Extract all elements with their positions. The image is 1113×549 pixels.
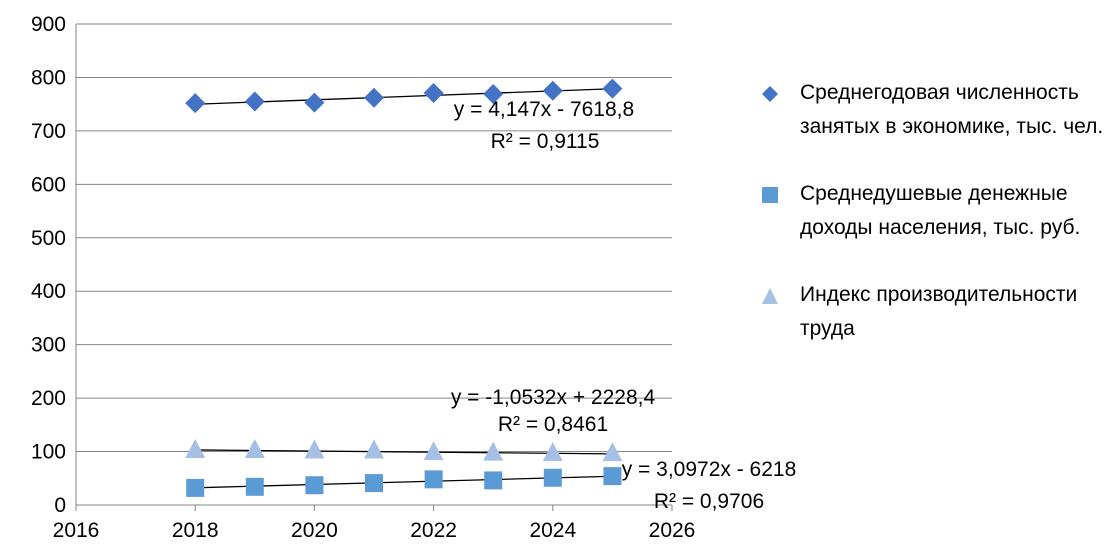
trendline-equation-1: y = 3,0972x - 6218 bbox=[622, 458, 797, 481]
y-tick-label-300: 300 bbox=[31, 334, 66, 357]
trendline-r2-0: R² = 0,9115 bbox=[491, 130, 600, 153]
point-triangle-2023 bbox=[483, 441, 504, 461]
legend: Среднегодовая численность занятых в экон… bbox=[760, 76, 1110, 346]
point-diamond-2021 bbox=[364, 87, 384, 108]
point-square-2023 bbox=[484, 471, 503, 490]
point-triangle-2020 bbox=[304, 439, 325, 459]
trendline-1 bbox=[195, 475, 613, 489]
y-tick-label-700: 700 bbox=[31, 120, 66, 143]
point-diamond-2022 bbox=[423, 82, 444, 103]
trendline-equation-0: y = 4,147x - 7618,8 bbox=[454, 98, 634, 121]
trendline-0 bbox=[195, 88, 613, 105]
y-tick-label-400: 400 bbox=[31, 280, 66, 303]
y-tick-label-0: 0 bbox=[54, 494, 66, 517]
trendline-r2-2: R² = 0,8461 bbox=[498, 413, 608, 436]
point-diamond-2025 bbox=[602, 78, 623, 99]
diamond-marker-icon bbox=[762, 86, 778, 102]
x-tick-label-2020: 2020 bbox=[291, 519, 338, 542]
point-triangle-2018 bbox=[185, 438, 206, 458]
point-diamond-2020 bbox=[304, 92, 325, 113]
point-square-2020 bbox=[305, 476, 324, 495]
legend-item-employment: Среднегодовая численность занятых в экон… bbox=[760, 76, 1110, 144]
point-diamond-2019 bbox=[244, 91, 265, 112]
x-tick-label-2018: 2018 bbox=[172, 519, 219, 542]
square-marker-icon bbox=[762, 187, 778, 203]
point-triangle-2021 bbox=[364, 439, 384, 459]
point-square-2019 bbox=[245, 477, 264, 496]
point-triangle-2025 bbox=[602, 442, 623, 462]
point-square-2021 bbox=[365, 474, 383, 493]
y-tick-label-800: 800 bbox=[31, 66, 66, 89]
point-square-2018 bbox=[186, 478, 205, 497]
trendline-2 bbox=[195, 449, 613, 455]
point-square-2025 bbox=[603, 467, 622, 486]
legend-item-income: Среднедушевые денежные доходы населения,… bbox=[760, 177, 1110, 245]
trendline-r2-1: R² = 0,9706 bbox=[654, 490, 764, 513]
point-triangle-2022 bbox=[423, 441, 444, 461]
legend-item-productivity: Индекс производительности труда bbox=[760, 278, 1110, 346]
legend-label-productivity: Индекс производительности труда bbox=[800, 283, 1078, 340]
point-square-2024 bbox=[543, 468, 562, 487]
x-tick-label-2022: 2022 bbox=[410, 519, 457, 542]
point-diamond-2024 bbox=[542, 80, 563, 101]
y-tick-label-600: 600 bbox=[31, 173, 66, 196]
x-tick-label-2016: 2016 bbox=[53, 519, 100, 542]
trendline-equation-2: y = -1,0532x + 2228,4 bbox=[451, 386, 656, 409]
legend-label-income: Среднедушевые денежные доходы населения,… bbox=[800, 182, 1081, 239]
x-tick-label-2024: 2024 bbox=[529, 519, 576, 542]
point-diamond-2023 bbox=[483, 84, 504, 105]
point-diamond-2018 bbox=[185, 93, 206, 114]
legend-label-employment: Среднегодовая численность занятых в экон… bbox=[800, 81, 1104, 138]
x-tick-label-2026: 2026 bbox=[649, 519, 696, 542]
y-tick-label-500: 500 bbox=[31, 227, 66, 250]
point-square-2022 bbox=[424, 470, 443, 489]
y-tick-label-200: 200 bbox=[31, 387, 66, 410]
triangle-marker-icon bbox=[762, 288, 778, 304]
y-tick-label-100: 100 bbox=[31, 441, 66, 464]
point-triangle-2024 bbox=[542, 442, 563, 462]
point-triangle-2019 bbox=[244, 438, 265, 458]
y-tick-label-900: 900 bbox=[31, 13, 66, 36]
